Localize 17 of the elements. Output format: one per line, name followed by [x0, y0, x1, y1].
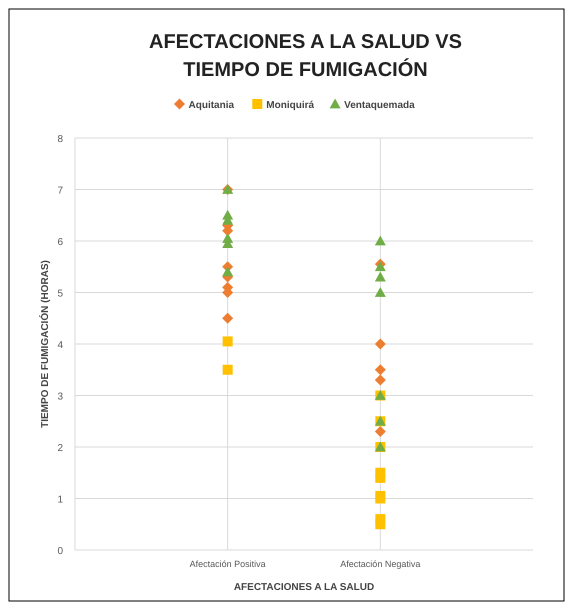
y-tick-label: 6 [57, 237, 64, 248]
y-tick-label: 8 [57, 134, 64, 145]
x-tick-label: Afectación Negativa [340, 559, 420, 569]
y-axis-title: TIEMPO DE FUMIGACIÓN (HORAS) [39, 260, 51, 428]
y-tick-label: 4 [57, 340, 64, 351]
y-tick-label: 7 [57, 186, 64, 196]
legend-label: Ventaquemada [344, 100, 416, 111]
y-tick-label: 0 [57, 546, 64, 557]
y-tick-label: 2 [57, 443, 64, 454]
y-tick-label: 3 [57, 392, 64, 402]
x-axis-title: AFECTACIONES A LA SALUD [234, 582, 374, 593]
legend-label: Moniquirá [266, 100, 315, 111]
x-tick-label: Afectación Positiva [190, 559, 266, 569]
y-tick-label: 5 [57, 288, 64, 300]
chart-title: AFECTACIONES A LA SALUD VS TIEMPO DE FUMIGACIÓN [149, 31, 462, 81]
legend-label: Aquitania [188, 100, 234, 111]
y-tick-label: 1 [57, 494, 64, 506]
